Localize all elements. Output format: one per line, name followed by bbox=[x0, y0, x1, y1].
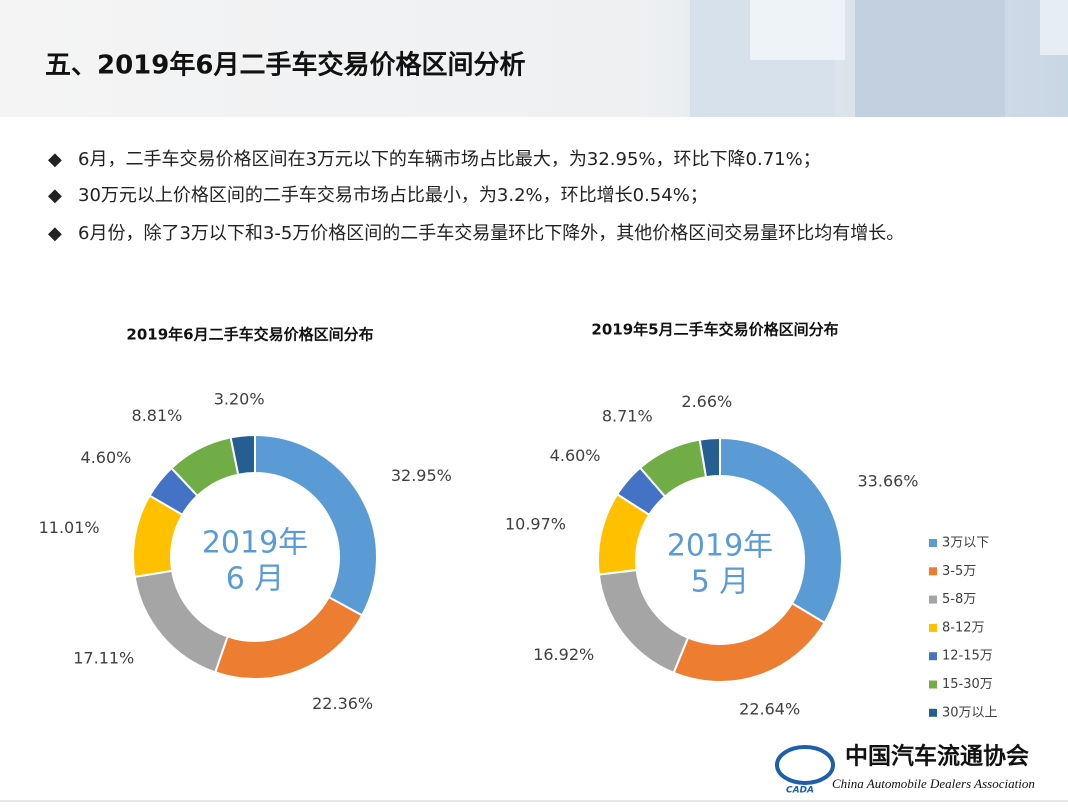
logo: CADA 中国汽车流通协会 China Automobile Dealers A… bbox=[775, 743, 1035, 796]
center-label: 2019年 bbox=[667, 529, 773, 564]
donut-slice bbox=[672, 601, 826, 683]
data-label: 8.71% bbox=[602, 407, 653, 426]
legend-label: 3-5万 bbox=[942, 564, 976, 579]
donut-slice bbox=[698, 436, 721, 479]
bullet-marker: ◆ bbox=[48, 223, 62, 244]
legend-swatch bbox=[929, 539, 937, 547]
data-label: 4.60% bbox=[81, 448, 132, 467]
donut-slice bbox=[133, 569, 229, 674]
center-label: 5 月 bbox=[691, 565, 750, 600]
data-label: 33.66% bbox=[858, 472, 919, 491]
header-image bbox=[855, 0, 1005, 117]
slide-title: 五、2019年6月二手车交易价格区间分析 bbox=[45, 50, 525, 81]
data-label: 11.01% bbox=[39, 518, 100, 537]
header-image bbox=[1040, 0, 1068, 55]
data-label: 32.95% bbox=[391, 466, 452, 485]
data-label: 22.36% bbox=[312, 694, 373, 713]
data-label: 10.97% bbox=[505, 514, 566, 533]
data-label: 22.64% bbox=[739, 699, 800, 718]
donut-slice bbox=[213, 595, 364, 680]
chart-title: 2019年5月二手车交易价格区间分布 bbox=[591, 321, 838, 339]
legend-swatch bbox=[929, 652, 937, 661]
data-label: 3.20% bbox=[214, 389, 265, 408]
legend-swatch bbox=[929, 595, 937, 604]
logo-abbr: CADA bbox=[786, 786, 814, 796]
legend-label: 8-12万 bbox=[942, 620, 985, 635]
logo-english: China Automobile Dealers Association bbox=[832, 776, 1035, 791]
bullet-marker: ◆ bbox=[48, 149, 62, 170]
legend-swatch bbox=[929, 567, 937, 576]
data-label: 16.92% bbox=[533, 645, 594, 664]
donut-slice bbox=[597, 568, 690, 675]
logo-mark bbox=[775, 745, 835, 785]
chart-title: 2019年6月二手车交易价格区间分布 bbox=[126, 326, 373, 344]
legend-label: 15-30万 bbox=[942, 677, 993, 692]
legend-label: 3万以下 bbox=[942, 536, 989, 551]
legend-swatch bbox=[929, 623, 937, 632]
legend-swatch bbox=[929, 680, 937, 689]
data-label: 2.66% bbox=[681, 392, 732, 411]
bullet: 30万元以上价格区间的二手车交易市场占比最小，为3.2%，环比增长0.54%； bbox=[78, 185, 708, 206]
header-image bbox=[750, 0, 845, 60]
legend-label: 30万以上 bbox=[942, 705, 998, 720]
logo-name: 中国汽车流通协会 bbox=[845, 743, 1029, 770]
data-label: 17.11% bbox=[73, 648, 134, 667]
center-label: 2019年 bbox=[202, 526, 308, 561]
donut-slice bbox=[254, 433, 378, 617]
center-label: 6 月 bbox=[226, 562, 285, 597]
donut-slice bbox=[229, 433, 256, 476]
legend-label: 5-8万 bbox=[942, 592, 976, 607]
legend-swatch bbox=[929, 708, 937, 717]
data-label: 8.81% bbox=[132, 406, 183, 425]
data-label: 4.60% bbox=[550, 446, 601, 465]
bullet-marker: ◆ bbox=[48, 185, 62, 206]
bullet: 6月，二手车交易价格区间在3万元以下的车辆市场占比最大，为32.95%，环比下降… bbox=[78, 149, 821, 170]
bullet: 6月份，除了3万以下和3-5万价格区间的二手车交易量环比下降外，其他价格区间交易… bbox=[78, 223, 904, 244]
legend-label: 12-15万 bbox=[942, 649, 993, 664]
